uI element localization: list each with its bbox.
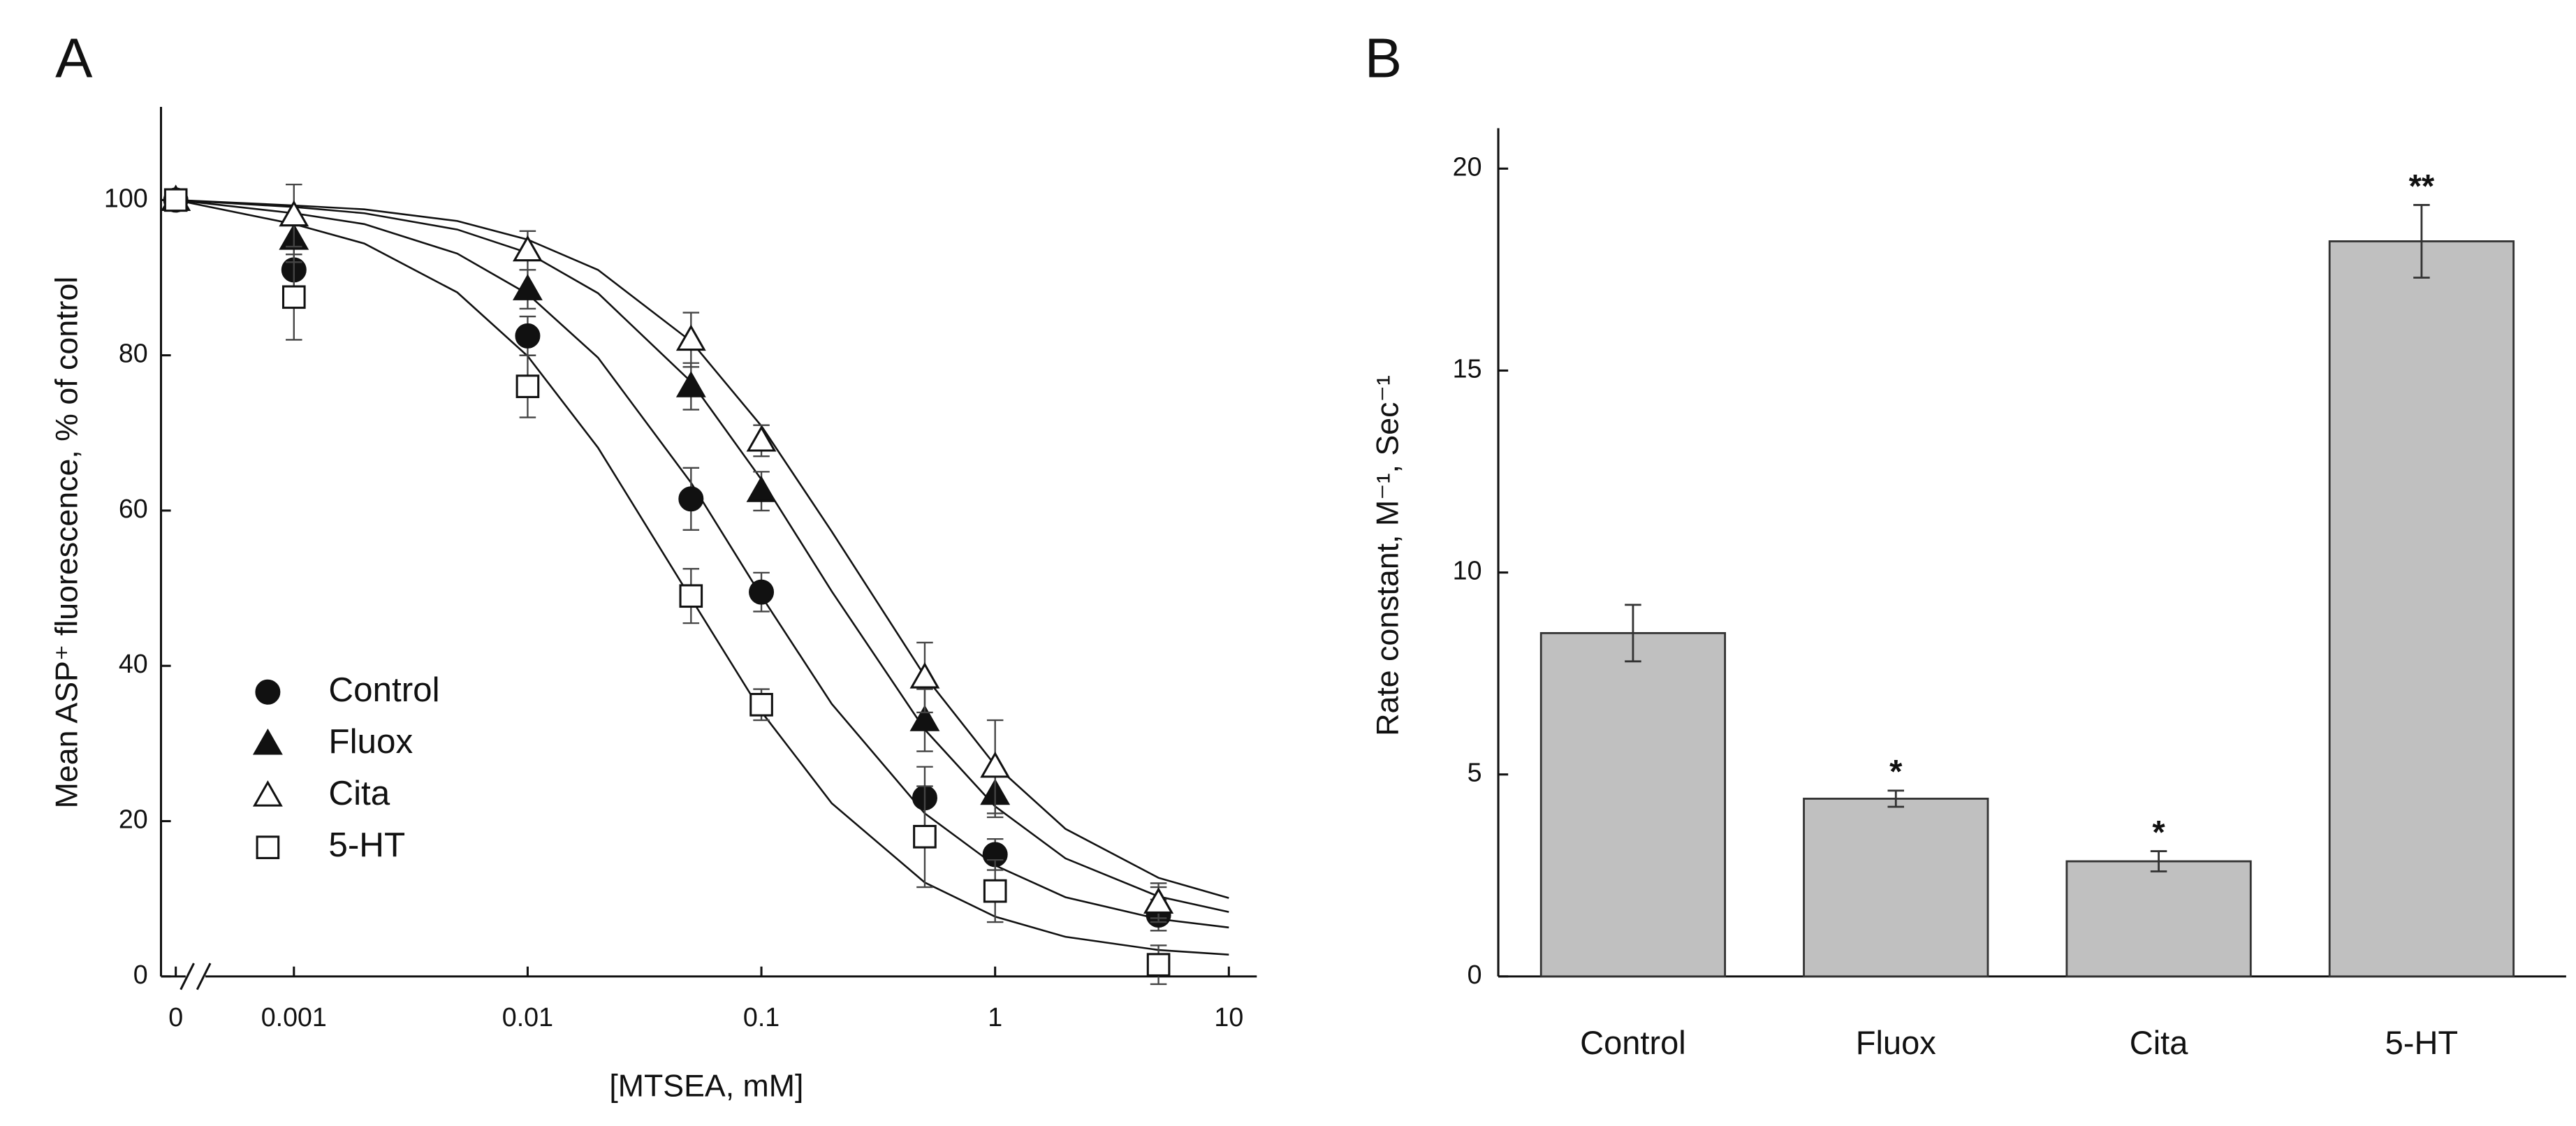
marker xyxy=(983,879,1007,903)
y-tick-label: 60 xyxy=(119,494,148,523)
axis-break xyxy=(180,963,195,990)
fit-curve xyxy=(175,199,1229,929)
marker xyxy=(281,285,306,309)
marker xyxy=(746,425,777,452)
panel-label: B xyxy=(1365,27,1402,89)
fit-curve xyxy=(175,199,1229,913)
marker xyxy=(1146,953,1171,977)
marker xyxy=(749,579,775,605)
bar xyxy=(1539,631,1727,978)
x-tick-label: 1 xyxy=(988,1002,1002,1032)
x-tick-label: Fluox xyxy=(1856,1024,1936,1061)
x-axis-label: [MTSEA, mM] xyxy=(609,1069,803,1104)
marker xyxy=(679,584,703,608)
marker xyxy=(512,235,543,262)
marker xyxy=(675,371,706,397)
axis-break-gap xyxy=(185,963,206,990)
fit-curve xyxy=(175,199,1229,956)
y-tick-label: 20 xyxy=(1453,152,1482,181)
marker xyxy=(675,324,706,351)
bar xyxy=(1803,798,1989,978)
significance-marker: * xyxy=(2152,813,2165,850)
marker xyxy=(980,751,1011,778)
marker xyxy=(913,824,937,849)
y-tick-label: 40 xyxy=(119,649,148,678)
x-tick-label: 10 xyxy=(1214,1002,1243,1032)
y-tick-label: 80 xyxy=(119,339,148,368)
legend-label: Fluox xyxy=(328,722,413,761)
legend-marker xyxy=(256,835,280,859)
y-tick-label: 10 xyxy=(1453,556,1482,585)
bar xyxy=(2065,860,2252,978)
y-tick-label: 15 xyxy=(1453,353,1482,383)
error-bar xyxy=(2413,204,2430,279)
marker xyxy=(515,374,540,398)
marker xyxy=(678,486,704,512)
significance-marker: ** xyxy=(2409,167,2435,204)
legend-marker xyxy=(252,728,283,755)
fit-curve xyxy=(175,199,1229,899)
marker xyxy=(163,188,188,212)
error-bar xyxy=(2150,850,2167,872)
axis-break xyxy=(196,963,212,990)
marker xyxy=(909,662,940,689)
x-tick-label: 0.1 xyxy=(743,1002,780,1032)
legend-marker xyxy=(252,780,283,807)
bar xyxy=(2328,240,2515,978)
legend-label: Control xyxy=(328,671,439,709)
significance-marker: * xyxy=(1889,753,1903,790)
x-tick-label: Control xyxy=(1580,1024,1686,1061)
y-tick-label: 0 xyxy=(133,960,148,989)
marker xyxy=(515,323,541,349)
marker xyxy=(909,705,940,731)
y-axis-label: Rate constant, M⁻¹, Sec⁻¹ xyxy=(1371,375,1405,736)
y-tick-label: 0 xyxy=(1468,960,1482,989)
marker xyxy=(749,692,773,717)
marker xyxy=(746,476,777,502)
y-tick-label: 20 xyxy=(119,804,148,833)
y-tick-label: 100 xyxy=(104,183,148,212)
x-tick-label: Cita xyxy=(2130,1024,2188,1061)
marker xyxy=(279,200,309,227)
y-tick-label: 5 xyxy=(1468,758,1482,787)
legend-label: 5-HT xyxy=(328,826,405,864)
error-bar xyxy=(1887,789,1905,808)
y-axis-label: Mean ASP⁺ fluorescence, % of control xyxy=(50,277,85,809)
x-tick-label: 0 xyxy=(168,1002,183,1032)
legend-marker xyxy=(255,679,281,705)
marker xyxy=(512,274,543,300)
panel-label: A xyxy=(55,27,93,89)
x-tick-label: 0.001 xyxy=(261,1002,327,1032)
marker xyxy=(1143,887,1174,914)
legend-label: Cita xyxy=(328,774,390,812)
x-tick-label: 0.01 xyxy=(502,1002,553,1032)
x-tick-label: 5-HT xyxy=(2385,1024,2459,1061)
error-bar xyxy=(1625,604,1641,663)
